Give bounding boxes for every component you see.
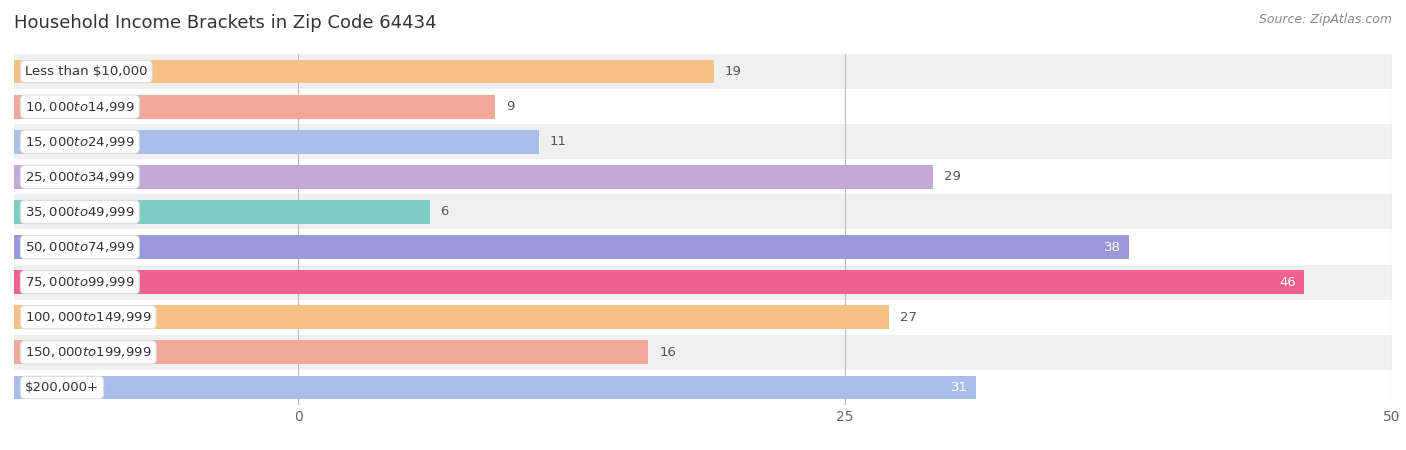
Text: $50,000 to $74,999: $50,000 to $74,999 — [25, 240, 135, 254]
Text: 27: 27 — [900, 311, 917, 324]
Text: $15,000 to $24,999: $15,000 to $24,999 — [25, 135, 135, 149]
Text: 31: 31 — [950, 381, 967, 394]
Text: 19: 19 — [725, 65, 742, 78]
Text: 16: 16 — [659, 346, 676, 359]
Bar — [14, 124, 1392, 159]
Bar — [14, 89, 1392, 124]
Text: Source: ZipAtlas.com: Source: ZipAtlas.com — [1258, 14, 1392, 27]
Text: 6: 6 — [440, 206, 449, 218]
Bar — [14, 270, 1305, 294]
Bar — [14, 194, 1392, 230]
Text: $150,000 to $199,999: $150,000 to $199,999 — [25, 345, 152, 360]
Text: 11: 11 — [550, 135, 567, 148]
Bar — [14, 300, 1392, 335]
Text: 29: 29 — [943, 171, 960, 183]
Text: Less than $10,000: Less than $10,000 — [25, 65, 148, 78]
Text: $10,000 to $14,999: $10,000 to $14,999 — [25, 99, 135, 114]
Bar — [14, 94, 495, 119]
Bar — [14, 340, 648, 364]
Bar — [14, 375, 976, 400]
Text: $35,000 to $49,999: $35,000 to $49,999 — [25, 205, 135, 219]
Bar — [14, 165, 932, 189]
Bar — [14, 235, 1129, 259]
Bar — [14, 265, 1392, 300]
Text: $25,000 to $34,999: $25,000 to $34,999 — [25, 170, 135, 184]
Text: $75,000 to $99,999: $75,000 to $99,999 — [25, 275, 135, 289]
Bar — [14, 54, 1392, 89]
Bar — [14, 370, 1392, 405]
Bar — [14, 59, 714, 84]
Bar — [14, 130, 538, 154]
Text: 46: 46 — [1279, 276, 1296, 288]
Bar — [14, 335, 1392, 370]
Bar — [14, 200, 430, 224]
Text: Household Income Brackets in Zip Code 64434: Household Income Brackets in Zip Code 64… — [14, 14, 437, 32]
Text: $100,000 to $149,999: $100,000 to $149,999 — [25, 310, 152, 324]
Bar — [14, 230, 1392, 265]
Text: $200,000+: $200,000+ — [25, 381, 98, 394]
Bar — [14, 305, 889, 329]
Bar — [14, 159, 1392, 194]
Text: 9: 9 — [506, 100, 515, 113]
Text: 38: 38 — [1104, 241, 1121, 253]
